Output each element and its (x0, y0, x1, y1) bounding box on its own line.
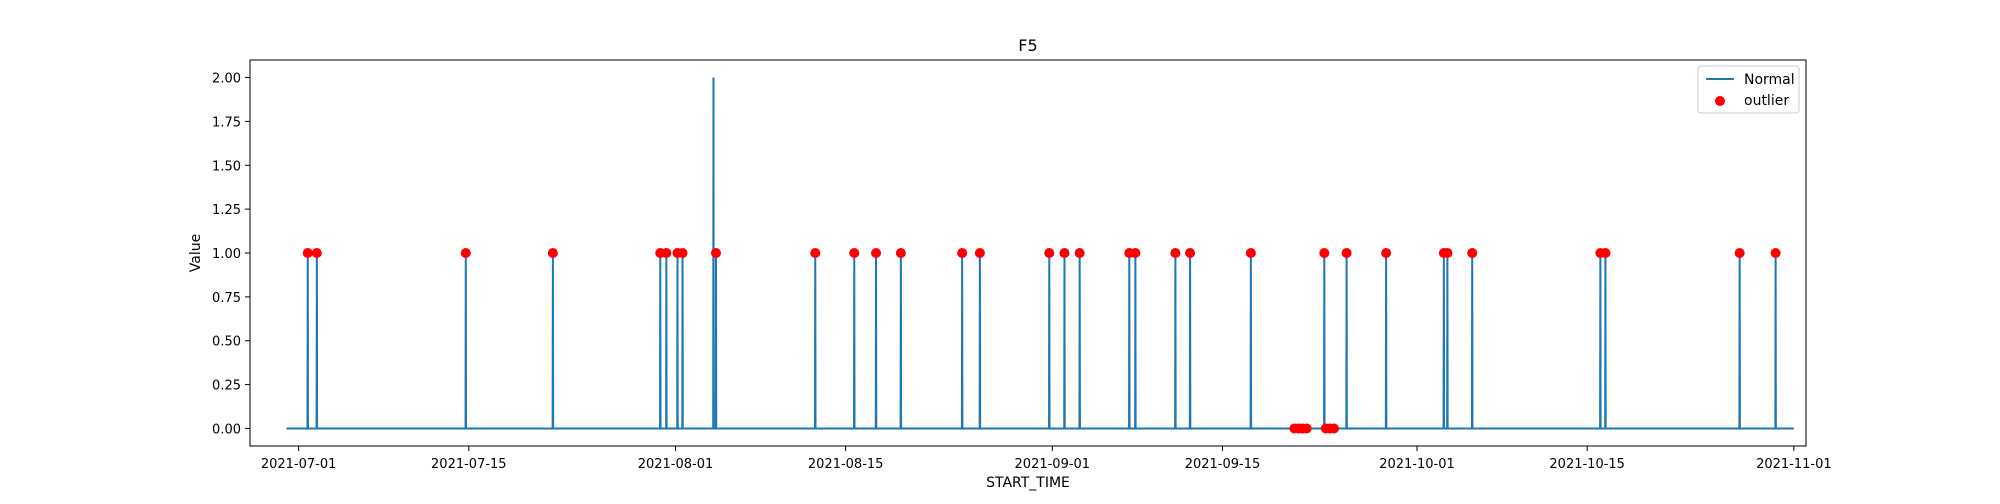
plot-layer (286, 77, 1794, 434)
outlier-point (1328, 423, 1339, 434)
plot-frame (249, 59, 1807, 447)
outlier-point (460, 248, 471, 258)
x-tick-label: 2021-07-01 (261, 457, 337, 472)
outlier-point (810, 248, 821, 258)
outlier-point (1381, 248, 1392, 258)
x-tick-label: 2021-09-01 (1015, 457, 1091, 472)
outlier-point (1074, 248, 1085, 258)
outlier-point (1301, 423, 1312, 434)
y-axis-label: Value (188, 234, 204, 272)
axes-layer: 2021-07-01 2021-07-15 2021-08-01 2021-08-15… (212, 72, 1832, 472)
outlier-point (957, 248, 968, 258)
y-tick-label: 1.50 (212, 159, 241, 174)
outlier-point (1059, 248, 1070, 258)
outlier-point (661, 248, 672, 258)
x-tick-label: 2021-11-01 (1756, 457, 1832, 472)
outlier-point (1170, 248, 1181, 258)
x-axis-label: START_TIME (986, 475, 1070, 491)
y-tick-label: 0.50 (212, 335, 241, 350)
chart-title: F5 (1018, 36, 1037, 55)
outlier-point (1130, 248, 1141, 258)
outlier-point (1319, 248, 1330, 258)
x-tick-label: 2021-08-01 (638, 457, 714, 472)
outlier-point (1341, 248, 1352, 258)
y-tick-label: 2.00 (212, 72, 241, 87)
x-tick-label: 2021-07-15 (431, 457, 507, 472)
y-tick-label: 1.75 (212, 115, 241, 130)
x-tick-label: 2021-08-15 (808, 457, 884, 472)
outlier-point (1734, 248, 1745, 258)
outlier-point (1600, 248, 1611, 258)
normal-series-line (286, 77, 1794, 430)
y-tick-label: 0.75 (212, 291, 241, 306)
outlier-point (1245, 248, 1256, 258)
outlier-point (1044, 248, 1055, 258)
outlier-point (1185, 248, 1196, 258)
outlier-point (1467, 248, 1478, 258)
outlier-point (871, 248, 882, 258)
outlier-point (302, 248, 313, 258)
x-tick-label: 2021-10-15 (1549, 457, 1625, 472)
outlier-point (547, 248, 558, 258)
legend-normal-label: Normal (1744, 72, 1795, 88)
y-tick-label: 0.00 (212, 422, 241, 437)
outlier-point (895, 248, 906, 258)
outlier-point (1770, 248, 1781, 258)
outlier-point (311, 248, 322, 258)
y-tick-label: 0.25 (212, 379, 241, 394)
legend: Normal outlier (1697, 65, 1800, 114)
outlier-point (710, 248, 721, 258)
outlier-point (974, 248, 985, 258)
legend-outlier-label: outlier (1744, 93, 1789, 109)
legend-outlier-swatch (1715, 96, 1725, 106)
outlier-point (677, 248, 688, 258)
x-tick-label: 2021-10-01 (1379, 457, 1455, 472)
y-tick-label: 1.25 (212, 203, 241, 218)
x-tick-label: 2021-09-15 (1185, 457, 1261, 472)
y-tick-label: 1.00 (212, 247, 241, 262)
outlier-point (1442, 248, 1453, 258)
outlier-point (849, 248, 860, 258)
